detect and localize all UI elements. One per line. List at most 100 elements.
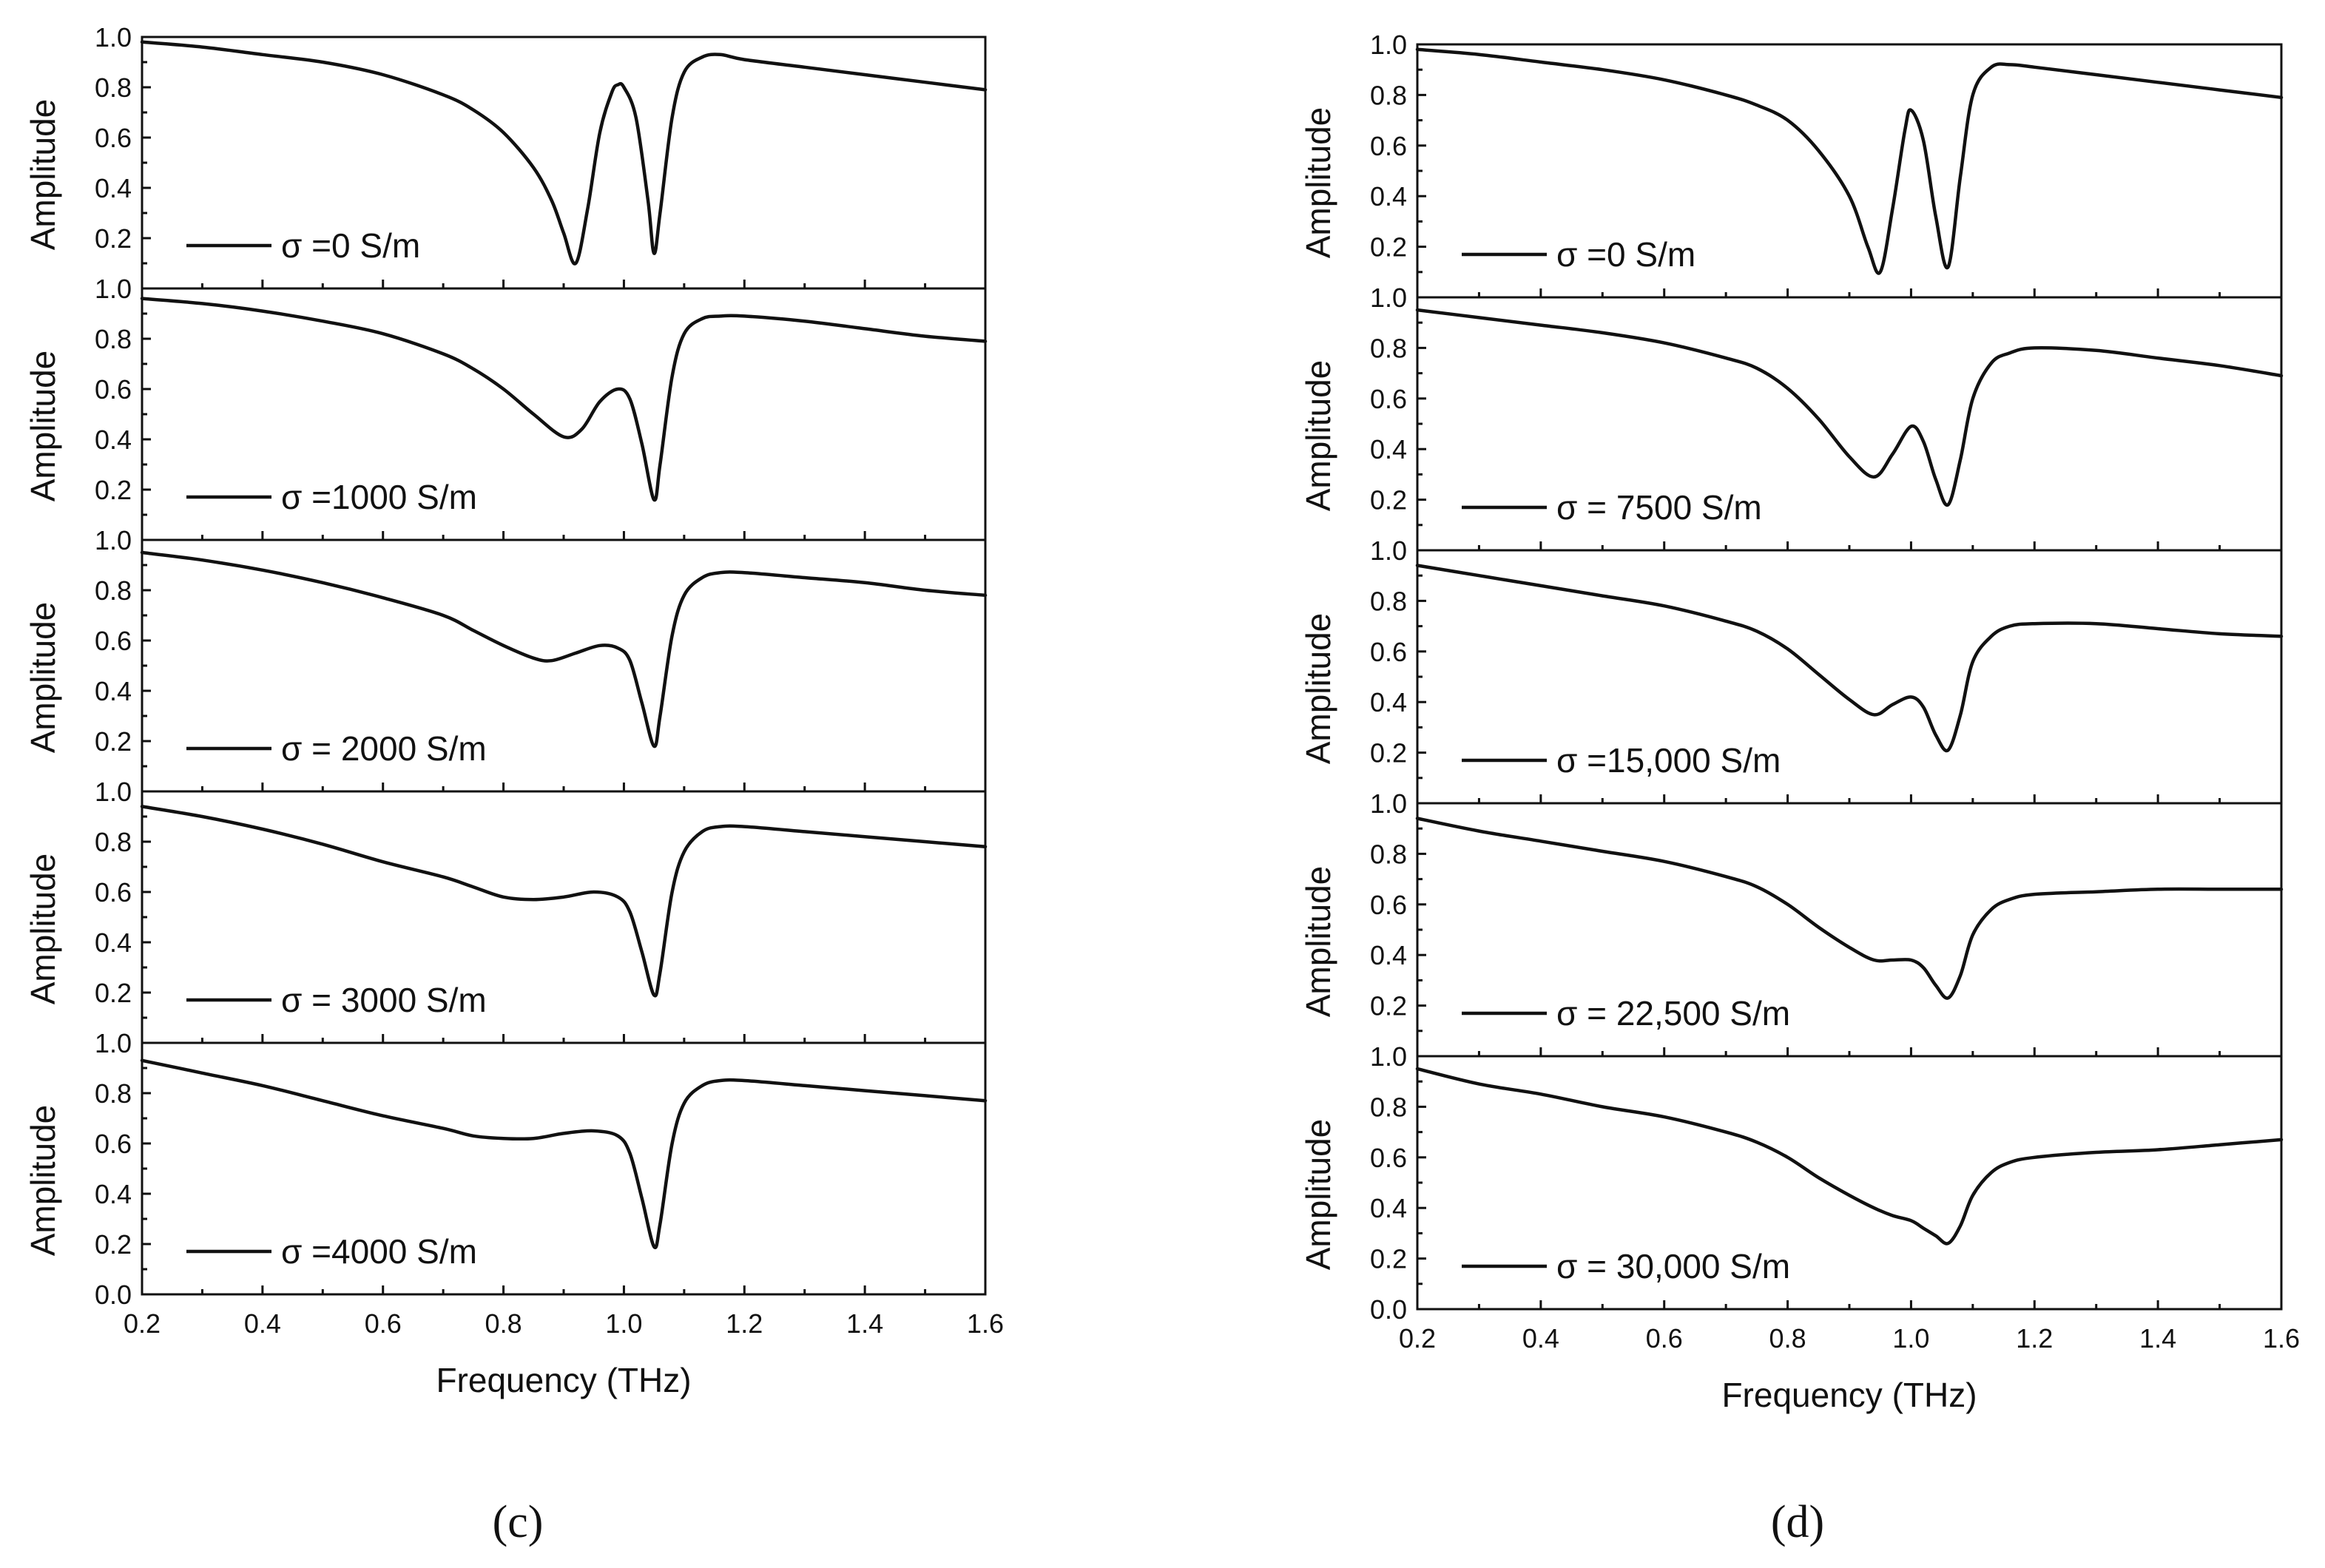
- subplot: 1.0 0.8 0.6 0.4 0.2 0.0 Amplitude σ =4000 S/m: [24, 1028, 988, 1310]
- panel-caption: (c): [493, 1497, 544, 1547]
- y-tick-label: 1.0: [1370, 535, 1407, 566]
- series-line: [140, 1058, 988, 1249]
- subplot: 1.0 0.8 0.6 0.4 0.2 Amplitude σ =0 S/m: [24, 22, 988, 290]
- y-tick-label: 0.8: [95, 575, 132, 606]
- y-tick-label: 0.2: [1370, 232, 1407, 263]
- y-axis-title: Amplitude: [1299, 107, 1337, 259]
- x-tick-label: 0.8: [485, 1308, 522, 1339]
- legend-label: σ =15,000 S/m: [1556, 741, 1781, 780]
- x-tick-label: 1.6: [967, 1308, 1004, 1339]
- y-tick-label: 0.2: [1370, 485, 1407, 516]
- y-axis-title: Amplitude: [1299, 360, 1337, 512]
- legend-label: σ =0 S/m: [1556, 235, 1695, 274]
- subplot: 1.0 0.8 0.6 0.4 0.2 Amplitude σ = 2000 S/m: [24, 525, 988, 793]
- plot-frame: [141, 1041, 987, 1296]
- y-tick-label: 0.4: [95, 927, 132, 958]
- series-line: [140, 297, 988, 502]
- y-tick-label: 0.8: [1370, 586, 1407, 616]
- subplot: 1.0 0.8 0.6 0.4 0.2 0.0 Amplitude σ = 30,000 S/…: [1299, 1041, 2284, 1325]
- y-tick-label: 0.2: [95, 1229, 132, 1260]
- y-tick-label: 1.0: [95, 22, 132, 53]
- y-axis-title: Amplitude: [24, 1105, 62, 1257]
- y-axis-title: Amplitude: [24, 351, 62, 502]
- series-line: [1415, 308, 2284, 507]
- series-line: [140, 40, 988, 266]
- y-tick-label: 0.8: [95, 324, 132, 354]
- legend-label: σ = 7500 S/m: [1556, 488, 1762, 527]
- y-tick-label: 0.4: [95, 1179, 132, 1209]
- y-tick-label: 0.4: [1370, 434, 1407, 464]
- x-tick-label: 0.6: [365, 1308, 402, 1339]
- y-tick-label: 0.8: [1370, 1092, 1407, 1122]
- y-tick-label: 0.4: [95, 676, 132, 706]
- legend-label: σ =0 S/m: [281, 226, 420, 265]
- x-tick-label: 0.4: [1522, 1323, 1559, 1354]
- y-tick-label: 0.2: [95, 978, 132, 1008]
- subplot: 1.0 0.8 0.6 0.4 0.2 Amplitude σ = 22,500 S/m: [1299, 788, 2284, 1058]
- y-tick-label: 0.8: [1370, 839, 1407, 869]
- y-tick-label: 0.6: [95, 626, 132, 656]
- y-axis-title: Amplitude: [1299, 613, 1337, 765]
- plot-frame: [1416, 296, 2283, 552]
- y-tick-label: 0.6: [1370, 131, 1407, 161]
- series-line: [1415, 1067, 2284, 1246]
- x-axis-title: Frequency (THz): [1721, 1376, 1977, 1414]
- y-tick-label: 0.6: [95, 374, 132, 405]
- y-tick-label: 1.0: [1370, 30, 1407, 60]
- x-tick-label: 1.2: [726, 1308, 763, 1339]
- y-tick-label: 0.8: [95, 72, 132, 103]
- x-tick-label: 1.4: [846, 1308, 883, 1339]
- y-tick-label: 1.0: [1370, 283, 1407, 313]
- subplot: 1.0 0.8 0.6 0.4 0.2 Amplitude σ =0 S/m: [1299, 30, 2284, 299]
- series-line: [140, 550, 988, 748]
- series-line: [1415, 817, 2284, 1000]
- y-tick-label: 0.0: [1370, 1294, 1407, 1325]
- x-tick-label: 0.2: [1399, 1323, 1436, 1354]
- chart-panel-c: 1.0 0.8 0.6 0.4 0.2 Amplitude σ =0 S/m 1.0 0.8 0.…: [24, 22, 1004, 1547]
- y-tick-label: 0.8: [95, 1078, 132, 1109]
- y-axis-title: Amplitude: [24, 602, 62, 754]
- x-tick-label: 0.2: [124, 1308, 161, 1339]
- y-tick-label: 0.8: [95, 827, 132, 857]
- y-tick-label: 1.0: [1370, 1041, 1407, 1072]
- legend-label: σ = 3000 S/m: [281, 981, 487, 1019]
- y-tick-label: 0.6: [1370, 1143, 1407, 1173]
- x-tick-label: 1.6: [2263, 1323, 2300, 1354]
- y-tick-label: 0.2: [95, 223, 132, 254]
- x-tick-label: 0.8: [1769, 1323, 1806, 1354]
- legend-label: σ =4000 S/m: [281, 1232, 477, 1271]
- x-tick-label: 1.0: [1892, 1323, 1929, 1354]
- plot-frame: [141, 538, 987, 793]
- series-line: [1415, 564, 2284, 753]
- y-axis-title: Amplitude: [24, 99, 62, 251]
- legend-label: σ = 22,500 S/m: [1556, 994, 1790, 1033]
- y-tick-label: 0.4: [95, 173, 132, 203]
- y-tick-label: 0.4: [1370, 940, 1407, 970]
- x-tick-label: 1.4: [2139, 1323, 2176, 1354]
- y-tick-label: 0.6: [95, 123, 132, 153]
- y-tick-label: 1.0: [95, 1028, 132, 1058]
- y-tick-label: 0.6: [1370, 384, 1407, 414]
- y-tick-label: 0.2: [1370, 1244, 1407, 1274]
- subplot: 1.0 0.8 0.6 0.4 0.2 Amplitude σ =1000 S/m: [24, 274, 988, 541]
- legend-label: σ = 2000 S/m: [281, 729, 487, 768]
- y-tick-label: 0.2: [1370, 738, 1407, 768]
- series-line: [1415, 47, 2284, 275]
- y-tick-label: 0.8: [1370, 80, 1407, 110]
- y-axis-title: Amplitude: [1299, 866, 1337, 1018]
- subplot: 1.0 0.8 0.6 0.4 0.2 Amplitude σ =15,000 S/m: [1299, 535, 2284, 805]
- y-tick-label: 0.4: [1370, 181, 1407, 212]
- y-tick-label: 0.2: [95, 726, 132, 757]
- chart-panel-d: 1.0 0.8 0.6 0.4 0.2 Amplitude σ =0 S/m 1.0 0.8 0.…: [1299, 30, 2300, 1547]
- x-tick-label: 1.0: [605, 1308, 642, 1339]
- y-tick-label: 1.0: [95, 525, 132, 555]
- y-tick-label: 0.6: [1370, 890, 1407, 920]
- subplot: 1.0 0.8 0.6 0.4 0.2 Amplitude σ = 7500 S/m: [1299, 283, 2284, 552]
- legend-label: σ =1000 S/m: [281, 478, 477, 516]
- x-axis-title: Frequency (THz): [436, 1361, 691, 1399]
- plot-frame: [141, 287, 987, 541]
- y-tick-label: 1.0: [1370, 788, 1407, 819]
- y-tick-label: 0.4: [1370, 687, 1407, 717]
- y-tick-label: 0.4: [95, 425, 132, 455]
